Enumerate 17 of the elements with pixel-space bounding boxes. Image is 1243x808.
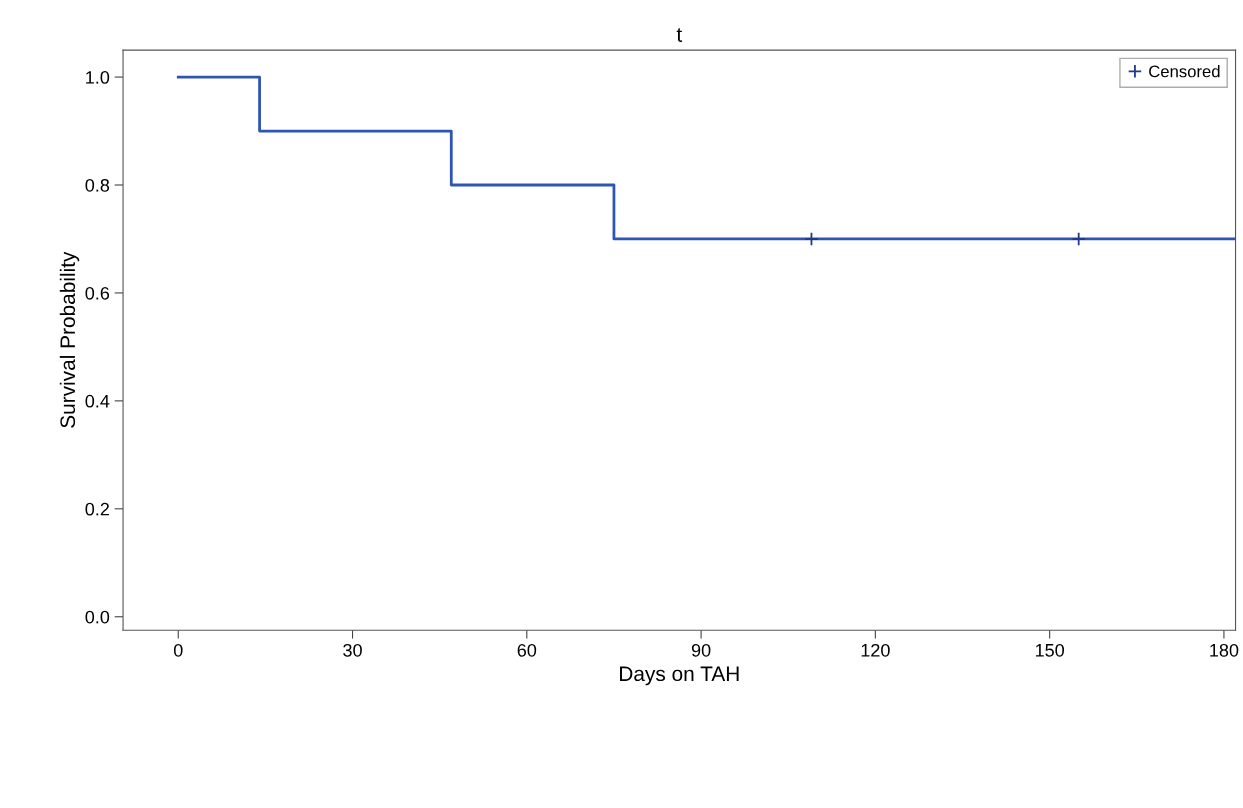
y-tick-label: 0.0 <box>85 610 110 624</box>
x-tick-label: 90 <box>691 643 711 657</box>
x-tick-label: 150 <box>1035 643 1064 657</box>
x-tick-label: 60 <box>517 643 537 657</box>
x-tick-label: 30 <box>343 643 362 657</box>
legend-label: Censored <box>1149 65 1220 78</box>
y-axis-title: Survival Probability <box>59 251 80 428</box>
y-tick-label: 0.8 <box>85 178 110 192</box>
y-tick-label: 0.2 <box>85 502 109 516</box>
x-tick-label: 0 <box>173 643 183 657</box>
y-tick-label: 0.4 <box>85 394 110 408</box>
y-tick-label: 1.0 <box>86 71 110 84</box>
x-axis-title: Days on TAH <box>620 666 739 686</box>
y-tick-label: 0.6 <box>85 286 110 300</box>
x-tick-label: 180 <box>1210 643 1239 657</box>
chart-title: t <box>676 28 683 42</box>
x-tick-label: 120 <box>861 643 890 657</box>
